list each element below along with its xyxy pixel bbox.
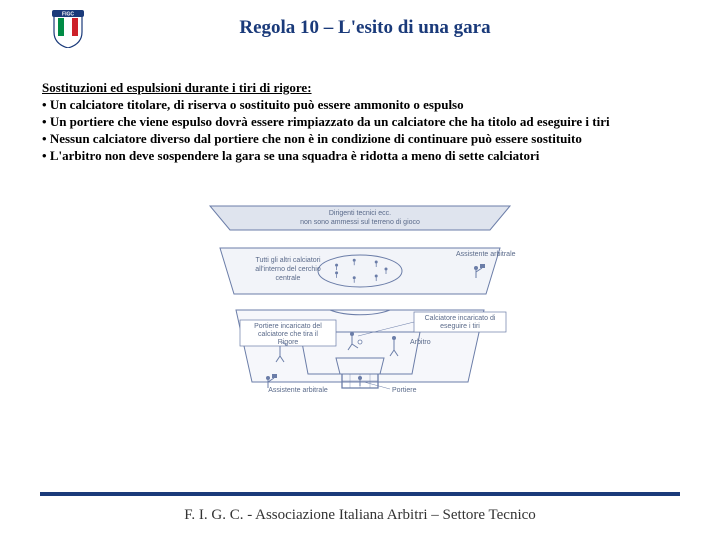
svg-text:Calciatore incaricato di: Calciatore incaricato di: [425, 315, 496, 322]
bullet-2: • Nessun calciatore diverso dal portiere…: [42, 131, 678, 148]
svg-text:Assistente arbitrale: Assistente arbitrale: [268, 387, 328, 394]
body-text: Sostituzioni ed espulsioni durante i tir…: [0, 52, 720, 164]
svg-text:Rigore: Rigore: [278, 339, 299, 346]
section-heading: Sostituzioni ed espulsioni durante i tir…: [42, 80, 678, 97]
bullet-2-text: Nessun calciatore diverso dal portiere c…: [50, 131, 582, 146]
bullet-3: • L'arbitro non deve sospendere la gara …: [42, 148, 678, 165]
field-diagram: Dirigenti tecnici ecc. non sono ammessi s…: [0, 164, 720, 402]
svg-text:Portiere incaricato del: Portiere incaricato del: [254, 323, 322, 330]
bullet-3-text: L'arbitro non deve sospendere la gara se…: [50, 148, 540, 163]
svg-text:calciatore che tira il: calciatore che tira il: [258, 331, 318, 338]
svg-text:eseguire i tiri: eseguire i tiri: [440, 323, 480, 330]
bullet-1: • Un portiere che viene espulso dovrà es…: [42, 114, 678, 131]
svg-text:Portiere: Portiere: [392, 387, 417, 394]
header: FIGC Regola 10 – L'esito di una gara: [0, 0, 720, 52]
bullet-0: • Un calciatore titolare, di riserva o s…: [42, 97, 678, 114]
svg-text:FIGC: FIGC: [62, 12, 74, 18]
footer-text: F. I. G. C. - Associazione Italiana Arbi…: [0, 507, 720, 524]
bullet-0-text: Un calciatore titolare, di riserva o sos…: [50, 97, 464, 112]
svg-text:Arbitro: Arbitro: [410, 339, 431, 346]
footer-divider: [40, 492, 680, 496]
svg-text:Tutti gli altri calciatori: Tutti gli altri calciatori: [255, 257, 321, 264]
bullet-1-text: Un portiere che viene espulso dovrà esse…: [50, 114, 610, 129]
svg-text:non sono ammessi sul terreno d: non sono ammessi sul terreno di gioco: [300, 219, 420, 226]
svg-text:all'interno del cerchio: all'interno del cerchio: [255, 266, 321, 273]
svg-text:centrale: centrale: [276, 275, 301, 282]
page-title: Regola 10 – L'esito di una gara: [106, 17, 624, 39]
figc-logo-icon: FIGC: [50, 8, 86, 48]
svg-text:Assistente arbitrale: Assistente arbitrale: [456, 251, 516, 258]
svg-text:Dirigenti tecnici ecc.: Dirigenti tecnici ecc.: [329, 210, 391, 217]
